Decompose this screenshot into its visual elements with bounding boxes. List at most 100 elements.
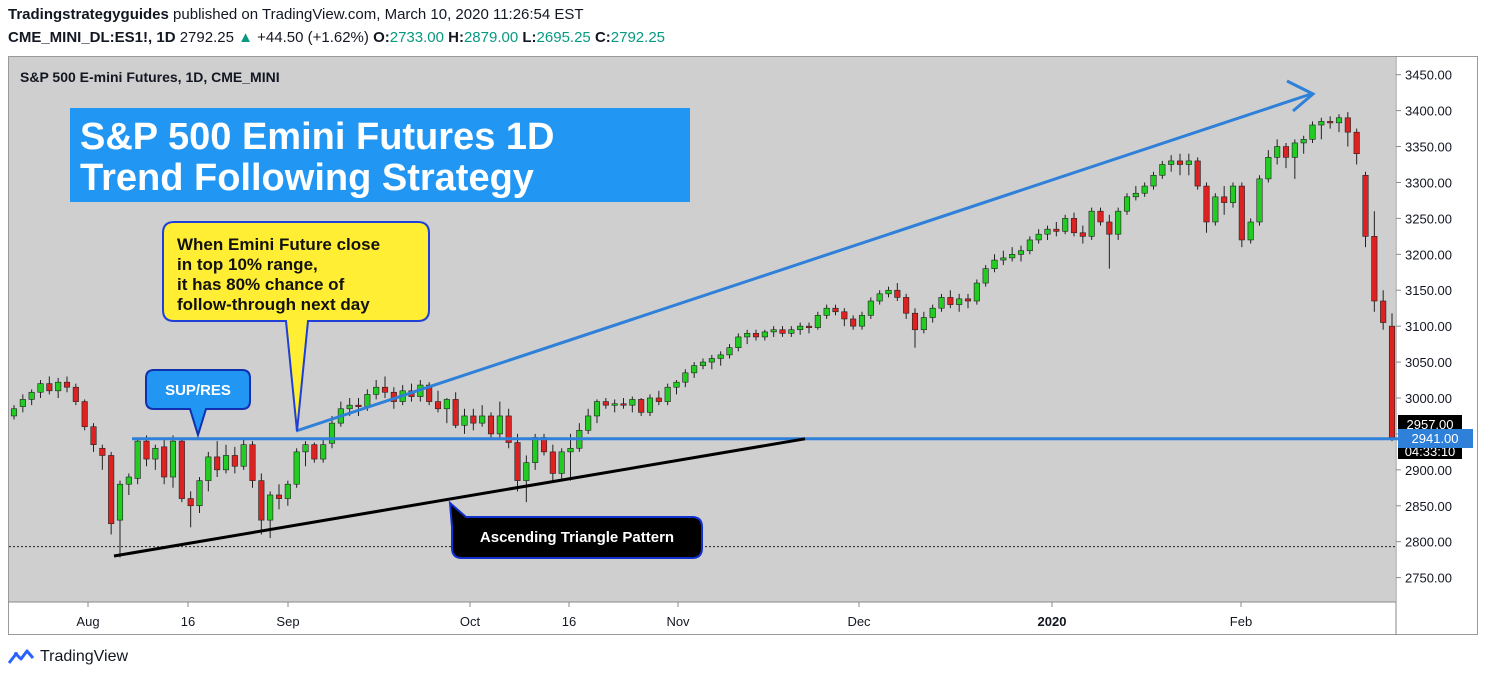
close-label: C: bbox=[594, 29, 611, 46]
candle-body-down bbox=[99, 447, 106, 456]
triangle-support-line[interactable] bbox=[113, 437, 806, 558]
candle-body-up bbox=[523, 462, 530, 481]
candle-body-up bbox=[28, 391, 35, 400]
tradingview-brand: TradingView bbox=[40, 648, 129, 665]
candle bbox=[1009, 247, 1016, 262]
candle-body-up bbox=[1291, 142, 1298, 158]
ohlc-line: CME_MINI_DL:ES1!, 1D 2792.25 ▲ +44.50 (+… bbox=[8, 29, 665, 46]
time-axis[interactable]: Aug 16 Sep Oct 16 Nov Dec 2020 Feb bbox=[76, 602, 1252, 629]
low-label: L: bbox=[522, 29, 537, 46]
candle bbox=[222, 444, 230, 474]
trend-arrow-head-icon bbox=[1286, 79, 1316, 113]
symbol-label: CME_MINI_DL:ES1!, 1D bbox=[8, 29, 176, 46]
candle-body-down bbox=[214, 456, 221, 471]
candle-body-down bbox=[72, 386, 79, 402]
price-tag-2957-box bbox=[1398, 415, 1462, 433]
candle-body-up bbox=[328, 422, 336, 444]
candle bbox=[381, 376, 389, 398]
tradingview-footer[interactable]: TradingView bbox=[8, 648, 128, 666]
x-tick-label: 16 bbox=[562, 614, 576, 629]
candle-body-up bbox=[284, 483, 291, 499]
candle-body-up bbox=[567, 447, 574, 453]
candle bbox=[72, 383, 79, 406]
candle bbox=[1132, 186, 1139, 201]
y-tick-label: 2750.00 bbox=[1405, 571, 1452, 586]
candle bbox=[28, 389, 35, 406]
candle-body-down bbox=[470, 415, 477, 424]
candle bbox=[770, 326, 777, 337]
price-axis[interactable]: 3450.00 3400.00 3350.00 3300.00 3250.00 3200.… bbox=[1396, 68, 1452, 586]
candle-body-up bbox=[1123, 196, 1131, 212]
close-value: 2792.25 bbox=[610, 29, 666, 46]
candle-body-up bbox=[761, 331, 768, 338]
candle-body-up bbox=[699, 361, 707, 366]
candle bbox=[293, 448, 300, 488]
candle bbox=[664, 383, 671, 406]
candle-body-up bbox=[673, 381, 680, 388]
candle-body-up bbox=[461, 415, 468, 426]
candle bbox=[1212, 193, 1219, 226]
pane-title: S&P 500 E-mini Futures, 1D, CME_MINI bbox=[20, 69, 280, 85]
candle bbox=[638, 397, 645, 416]
candle-body-down bbox=[178, 440, 185, 499]
candle-body-down bbox=[903, 297, 910, 314]
candle-body-up bbox=[1062, 218, 1069, 232]
y-tick-label: 3300.00 bbox=[1405, 175, 1452, 190]
candle-body-up bbox=[1256, 178, 1263, 223]
candle bbox=[1106, 214, 1113, 269]
candle-body-down bbox=[894, 289, 901, 298]
candle bbox=[1247, 218, 1254, 244]
candle bbox=[1035, 229, 1042, 244]
candle bbox=[1150, 171, 1157, 190]
candle-body-down bbox=[655, 397, 662, 402]
candle-body-down bbox=[108, 455, 115, 525]
candle bbox=[496, 401, 503, 438]
candle bbox=[673, 380, 680, 395]
candle bbox=[81, 399, 88, 431]
candle-body-up bbox=[240, 444, 247, 467]
sup-res-label-box bbox=[145, 369, 251, 439]
y-tick-label: 3100.00 bbox=[1405, 319, 1452, 334]
candle-body-down bbox=[1344, 117, 1351, 133]
candle bbox=[911, 308, 919, 348]
candle-body-up bbox=[1318, 121, 1325, 126]
candle bbox=[514, 433, 521, 492]
candle bbox=[973, 279, 980, 305]
candle bbox=[938, 293, 945, 312]
candle-body-down bbox=[549, 451, 556, 474]
trend-arrow-line[interactable] bbox=[295, 92, 1312, 433]
candle bbox=[611, 399, 618, 413]
candle bbox=[1238, 182, 1245, 248]
candle bbox=[1318, 117, 1325, 140]
candle bbox=[63, 376, 71, 393]
candle-body-down bbox=[275, 494, 283, 499]
y-tick-label: 2800.00 bbox=[1405, 535, 1452, 550]
candle-body-up bbox=[814, 315, 821, 328]
candle-body-up bbox=[267, 494, 274, 521]
candle-body-up bbox=[346, 404, 353, 410]
candle-body-down bbox=[63, 381, 71, 388]
candle-body-up bbox=[629, 399, 636, 406]
candle-body-up bbox=[302, 444, 309, 453]
triangle-label-box bbox=[448, 500, 703, 559]
candle bbox=[779, 326, 786, 337]
candle bbox=[1203, 182, 1210, 233]
triangle-label: Ascending Triangle Pattern bbox=[480, 529, 674, 546]
candle-body-up bbox=[1035, 233, 1042, 241]
candle-body-down bbox=[832, 307, 839, 313]
candle bbox=[1000, 250, 1007, 266]
publisher-name[interactable]: Tradingstrategyguides bbox=[8, 6, 169, 23]
callout-line-2: in top 10% range, bbox=[177, 255, 318, 274]
candle bbox=[629, 396, 636, 413]
price-chart[interactable]: 3450.00 3400.00 3350.00 3300.00 3250.00 3200.… bbox=[8, 56, 1478, 635]
chart-container[interactable]: 3450.00 3400.00 3350.00 3300.00 3250.00 3200.… bbox=[8, 56, 1478, 635]
candle-body-down bbox=[779, 329, 786, 334]
candle bbox=[161, 437, 168, 485]
candle-body-up bbox=[479, 415, 486, 424]
candle bbox=[231, 446, 238, 474]
candle bbox=[169, 435, 177, 488]
y-tick-label: 3200.00 bbox=[1405, 247, 1452, 262]
y-tick-label: 3450.00 bbox=[1405, 68, 1452, 83]
candle bbox=[850, 315, 857, 330]
candle-body-up bbox=[125, 476, 132, 485]
